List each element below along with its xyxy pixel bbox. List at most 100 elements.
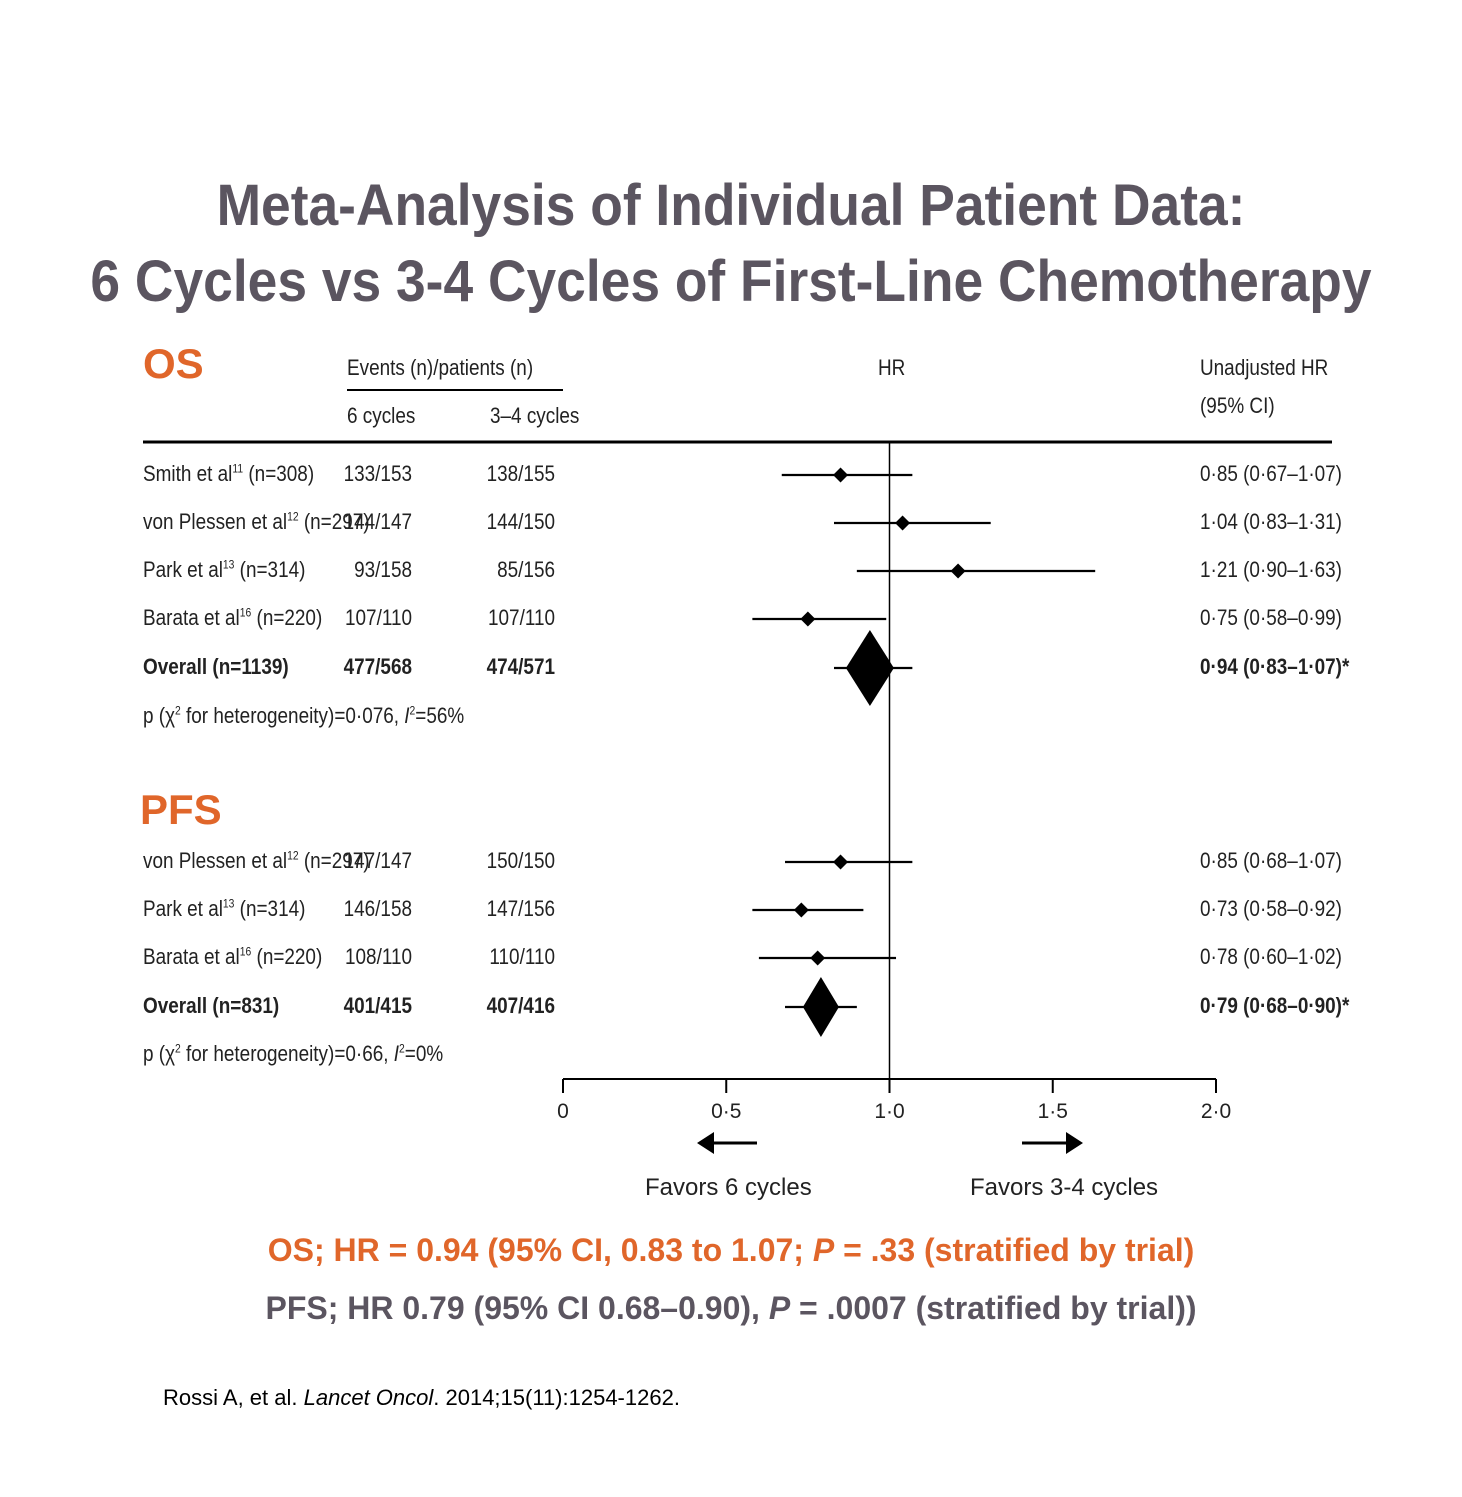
overall-diamond bbox=[802, 977, 839, 1037]
study-point bbox=[800, 611, 816, 627]
threefour-cycles-value: 474/571 bbox=[486, 654, 555, 679]
study-n: (n=220) bbox=[256, 605, 323, 630]
study-name: Barata et al bbox=[143, 944, 240, 969]
section-label-pfs: PFS bbox=[140, 786, 222, 833]
het-chi-exp: 2 bbox=[175, 1041, 181, 1056]
het-i2: =0% bbox=[404, 1041, 444, 1066]
pfs-summary: PFS; HR 0.79 (95% CI 0.68–0.90), P = .00… bbox=[0, 1290, 1462, 1327]
pfs-summary-post: = .0007 (stratified by trial)) bbox=[790, 1290, 1197, 1326]
x-tick-label: 0·5 bbox=[711, 1100, 741, 1123]
six-cycles-value: 144/147 bbox=[343, 509, 412, 534]
six-cycles-value: 147/147 bbox=[343, 848, 412, 873]
study-point bbox=[950, 563, 966, 579]
os-summary-post: = .33 (stratified by trial) bbox=[834, 1232, 1195, 1268]
favors-right-label: Favors 3-4 cycles bbox=[970, 1174, 1159, 1201]
study-label: Park et al13 (n=314) bbox=[143, 896, 305, 922]
study-n: (n=308) bbox=[248, 461, 315, 486]
six-cycles-value: 107/110 bbox=[345, 605, 412, 630]
x-tick-label: 0 bbox=[557, 1100, 569, 1123]
section-label-os: OS bbox=[143, 340, 204, 387]
citation-pre: Rossi A, et al. bbox=[163, 1385, 304, 1410]
het-i2: =56% bbox=[415, 703, 465, 728]
het-pre: p (χ bbox=[143, 1041, 176, 1066]
six-cycles-value: 108/110 bbox=[345, 944, 412, 969]
header-unadjusted-hr: Unadjusted HR bbox=[1200, 355, 1329, 380]
six-cycles-value: 477/568 bbox=[343, 654, 412, 679]
het-i-exp: 2 bbox=[409, 703, 416, 718]
hr-ci-label: 0·85 (0·68–1·07) bbox=[1200, 848, 1342, 873]
threefour-cycles-value: 110/110 bbox=[489, 944, 555, 969]
header-six-cycles: 6 cycles bbox=[347, 403, 416, 428]
het-post: for heterogeneity)=0·076, bbox=[180, 703, 405, 728]
hr-ci-label: 0·75 (0·58–0·99) bbox=[1200, 605, 1342, 630]
x-tick-label: 1·0 bbox=[874, 1100, 904, 1123]
study-n: (n=314) bbox=[239, 557, 306, 582]
arrow-left-icon bbox=[697, 1132, 714, 1154]
study-name: von Plessen et al bbox=[143, 848, 288, 873]
study-label: von Plessen et al12 (n=297) bbox=[143, 509, 370, 535]
pfs-summary-p: P bbox=[768, 1290, 791, 1326]
het-pre: p (χ bbox=[143, 703, 176, 728]
header-ci: (95% CI) bbox=[1200, 393, 1275, 418]
study-label: Barata et al16 (n=220) bbox=[143, 605, 322, 631]
hr-ci-label: 0·79 (0·68–0·90)* bbox=[1200, 993, 1350, 1018]
study-n: (n=297) bbox=[303, 848, 370, 873]
header-threefour-cycles: 3–4 cycles bbox=[490, 403, 580, 428]
study-ref: 13 bbox=[222, 557, 235, 572]
pfs-summary-pre: PFS; HR 0.79 (95% CI 0.68–0.90), bbox=[265, 1290, 769, 1326]
citation-post: . 2014;15(11):1254-1262. bbox=[433, 1385, 680, 1410]
citation-journal: Lancet Oncol bbox=[303, 1385, 434, 1410]
study-n: (n=297) bbox=[303, 509, 370, 534]
het-post: for heterogeneity)=0·66, bbox=[180, 1041, 394, 1066]
het-i-exp: 2 bbox=[399, 1041, 405, 1056]
study-point bbox=[833, 854, 849, 870]
study-ref: 13 bbox=[222, 896, 235, 911]
study-name: Park et al bbox=[143, 557, 223, 582]
study-point bbox=[833, 467, 849, 483]
study-ref: 12 bbox=[287, 848, 299, 863]
threefour-cycles-value: 85/156 bbox=[497, 557, 555, 582]
threefour-cycles-value: 407/416 bbox=[486, 993, 555, 1018]
header-events: Events (n)/patients (n) bbox=[347, 355, 534, 380]
threefour-cycles-value: 107/110 bbox=[488, 605, 555, 630]
het-chi-exp: 2 bbox=[175, 703, 181, 718]
study-point bbox=[810, 950, 826, 966]
heterogeneity-label: p (χ2 for heterogeneity)=0·66, I2=0% bbox=[143, 1041, 443, 1067]
study-ref: 12 bbox=[287, 509, 299, 524]
study-label: Barata et al16 (n=220) bbox=[143, 944, 322, 970]
threefour-cycles-value: 138/155 bbox=[486, 461, 555, 486]
os-summary: OS; HR = 0.94 (95% CI, 0.83 to 1.07; P =… bbox=[0, 1232, 1462, 1269]
hr-ci-label: 1·04 (0·83–1·31) bbox=[1200, 509, 1342, 534]
slide-title-line2: 6 Cycles vs 3-4 Cycles of First-Line Che… bbox=[90, 249, 1372, 314]
het-i: I bbox=[393, 1041, 400, 1066]
study-ref: 11 bbox=[232, 461, 244, 476]
study-name: Overall (n=1139) bbox=[143, 654, 289, 679]
six-cycles-value: 401/415 bbox=[343, 993, 412, 1018]
hr-ci-label: 0·94 (0·83–1·07)* bbox=[1200, 654, 1350, 679]
citation: Rossi A, et al. Lancet Oncol. 2014;15(11… bbox=[163, 1385, 680, 1411]
header-hr: HR bbox=[878, 355, 906, 380]
os-summary-pre: OS; HR = 0.94 (95% CI, 0.83 to 1.07; bbox=[267, 1232, 813, 1268]
study-ref: 16 bbox=[239, 605, 252, 620]
study-ref: 16 bbox=[239, 944, 252, 959]
os-summary-p: P bbox=[812, 1232, 835, 1268]
six-cycles-value: 133/153 bbox=[343, 461, 412, 486]
x-tick-label: 2·0 bbox=[1201, 1100, 1231, 1123]
study-label: Smith et al11 (n=308) bbox=[143, 461, 314, 487]
study-name: Barata et al bbox=[143, 605, 240, 630]
hr-ci-label: 1·21 (0·90–1·63) bbox=[1200, 557, 1342, 582]
threefour-cycles-value: 144/150 bbox=[486, 509, 555, 534]
overall-diamond bbox=[845, 630, 894, 706]
study-label: Overall (n=1139) bbox=[143, 654, 289, 680]
study-name: von Plessen et al bbox=[143, 509, 288, 534]
study-n: (n=314) bbox=[239, 896, 306, 921]
favors-left-label: Favors 6 cycles bbox=[645, 1174, 812, 1201]
hr-ci-label: 0·85 (0·67–1·07) bbox=[1200, 461, 1342, 486]
threefour-cycles-value: 147/156 bbox=[486, 896, 555, 921]
six-cycles-value: 93/158 bbox=[354, 557, 412, 582]
study-point bbox=[895, 515, 911, 531]
study-label: Park et al13 (n=314) bbox=[143, 557, 305, 583]
study-name: Smith et al bbox=[143, 461, 233, 486]
threefour-cycles-value: 150/150 bbox=[486, 848, 555, 873]
